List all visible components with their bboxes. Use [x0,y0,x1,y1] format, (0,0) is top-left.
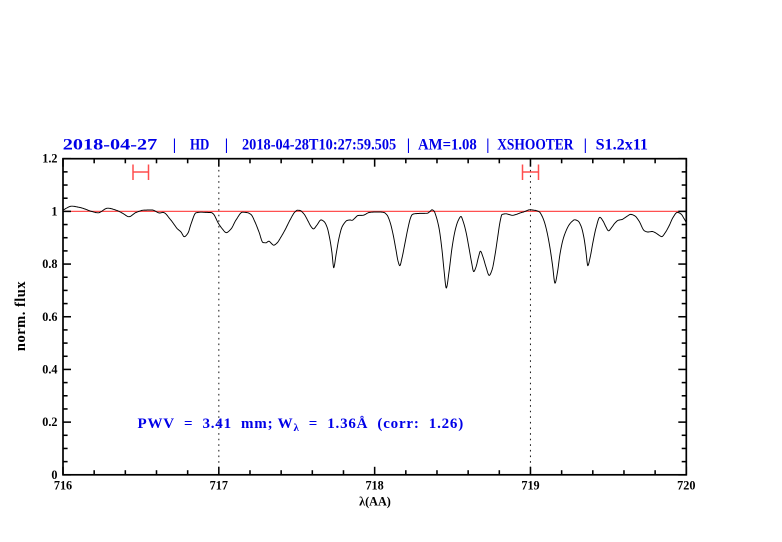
svg-text:720: 720 [677,479,695,493]
svg-text:|: | [225,136,228,153]
svg-text:0: 0 [51,468,57,482]
svg-text:1.2: 1.2 [42,152,57,166]
svg-text:2018-04-28T10:27:59.505: 2018-04-28T10:27:59.505 [242,136,396,153]
svg-text:XSHOOTER: XSHOOTER [497,136,574,153]
svg-text:718: 718 [365,479,383,493]
svg-text:PWV = 3.41 mm; Wλ = 1.36Å: PWV = 3.41 mm; Wλ = 1.36Å (corr: 1.26) [138,416,465,434]
svg-text:|: | [486,136,489,153]
svg-text:HD: HD [190,136,209,153]
svg-text:norm. flux: norm. flux [13,281,29,352]
svg-text:1: 1 [51,204,57,218]
svg-text:716: 716 [54,479,72,493]
svg-text:0.2: 0.2 [42,415,57,429]
svg-text:AM=1.08: AM=1.08 [418,136,477,153]
svg-text:|: | [407,136,410,153]
svg-text:0.8: 0.8 [42,257,57,271]
svg-text:|: | [173,136,176,153]
svg-text:2018-04-27: 2018-04-27 [63,136,158,153]
svg-text:717: 717 [210,479,228,493]
svg-text:λ(AA): λ(AA) [359,495,391,509]
svg-text:0.6: 0.6 [42,310,57,324]
svg-text:S1.2x11: S1.2x11 [596,136,648,153]
svg-text:719: 719 [521,479,539,493]
svg-text:|: | [584,136,587,153]
svg-text:0.4: 0.4 [42,362,57,376]
